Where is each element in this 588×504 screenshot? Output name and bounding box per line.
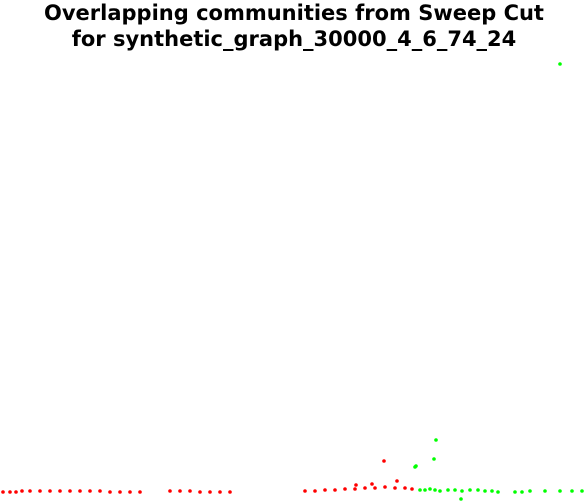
data-point: [370, 482, 374, 486]
data-point: [354, 483, 358, 487]
data-point: [558, 489, 562, 493]
data-point: [20, 489, 24, 493]
data-point: [333, 488, 337, 492]
data-point: [58, 489, 62, 493]
data-point: [434, 438, 438, 442]
data-point: [353, 487, 357, 491]
data-point: [198, 490, 202, 494]
data-point: [460, 489, 464, 493]
data-point: [414, 464, 418, 468]
data-point: [1, 490, 5, 494]
data-point: [403, 486, 407, 490]
data-point: [382, 459, 386, 463]
data-point: [459, 497, 463, 501]
data-point: [468, 488, 472, 492]
chart-subtitle: for synthetic_graph_30000_4_6_74_24: [71, 27, 517, 51]
data-point: [483, 489, 487, 493]
data-point: [8, 490, 12, 494]
data-point: [128, 490, 132, 494]
data-point: [178, 489, 182, 493]
data-point: [428, 487, 432, 491]
data-point: [432, 457, 436, 461]
data-point: [496, 490, 500, 494]
series-0: [1, 459, 414, 494]
data-point: [528, 489, 532, 493]
chart-title-block: Overlapping communities from Sweep Cut f…: [0, 0, 588, 52]
data-point: [543, 489, 547, 493]
data-point: [168, 489, 172, 493]
data-point: [476, 488, 480, 492]
data-point: [520, 490, 524, 494]
data-point: [453, 488, 457, 492]
data-point: [228, 490, 232, 494]
data-point: [363, 486, 367, 490]
data-point: [438, 489, 442, 493]
data-point: [513, 490, 517, 494]
data-point: [343, 487, 347, 491]
data-point: [558, 62, 562, 66]
data-point: [108, 490, 112, 494]
data-point: [188, 489, 192, 493]
data-point: [393, 486, 397, 490]
data-point: [28, 489, 32, 493]
data-point: [303, 489, 307, 493]
data-point: [98, 489, 102, 493]
data-point: [418, 488, 422, 492]
data-point: [38, 489, 42, 493]
data-point: [48, 489, 52, 493]
data-point: [323, 488, 327, 492]
data-point: [14, 490, 18, 494]
data-point: [395, 479, 399, 483]
data-point: [383, 485, 387, 489]
series-1: [413, 62, 584, 501]
data-point: [313, 489, 317, 493]
data-point: [88, 489, 92, 493]
data-point: [208, 490, 212, 494]
data-point: [68, 489, 72, 493]
data-point: [446, 488, 450, 492]
data-point: [423, 488, 427, 492]
data-point: [118, 490, 122, 494]
data-point: [138, 490, 142, 494]
chart-title: Overlapping communities from Sweep Cut: [44, 1, 544, 25]
data-point: [78, 489, 82, 493]
data-point: [433, 488, 437, 492]
data-point: [580, 489, 584, 493]
data-point: [218, 490, 222, 494]
data-point: [410, 487, 414, 491]
data-point: [373, 486, 377, 490]
data-point: [490, 489, 494, 493]
data-point: [570, 489, 574, 493]
